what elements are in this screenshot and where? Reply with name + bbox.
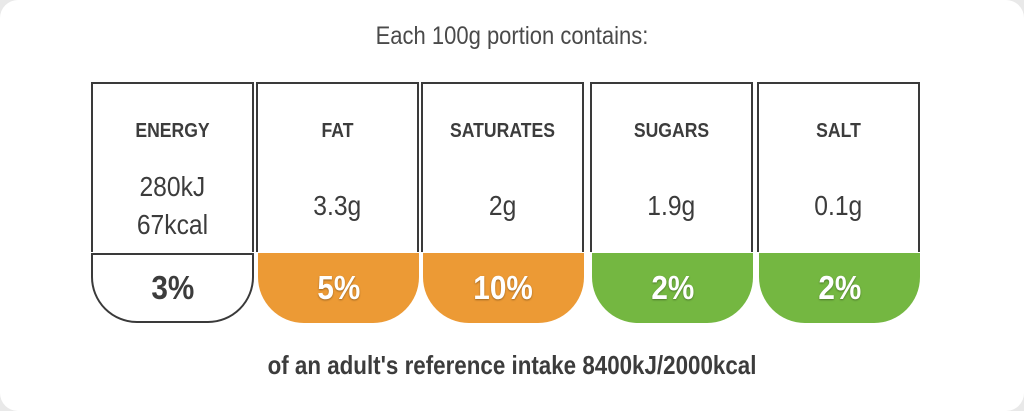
- percent-value: 3%: [151, 269, 194, 306]
- nutrient-value: 1.9g: [592, 170, 751, 242]
- nutrient-value: 2g: [423, 170, 582, 242]
- percent-value: 2%: [651, 269, 694, 306]
- nutrient-label: SUGARS: [633, 120, 710, 142]
- sugars-value: 1.9g: [647, 190, 696, 221]
- percent-badge-fat: 5%: [258, 253, 419, 323]
- nutrient-saturates: SATURATES 2g: [421, 82, 584, 252]
- percent-badge-saturates: 10%: [423, 253, 584, 323]
- energy-kcal: 67kcal: [136, 209, 209, 240]
- nutrient-salt: SALT 0.1g: [757, 82, 920, 252]
- reference-intake-note: of an adult's reference intake 8400kJ/20…: [267, 350, 757, 380]
- nutrient-fat: FAT 3.3g: [256, 82, 419, 252]
- nutrient-sugars: SUGARS 1.9g: [590, 82, 753, 252]
- fat-value: 3.3g: [313, 190, 362, 221]
- nutrient-value: 3.3g: [258, 170, 417, 242]
- nutrient-label: FAT: [321, 120, 354, 142]
- percent-badge-salt: 2%: [759, 253, 920, 323]
- percent-badge-sugars: 2%: [592, 253, 753, 323]
- saturates-value: 2g: [488, 190, 517, 221]
- nutrient-energy: ENERGY 280kJ 67kcal: [91, 82, 254, 252]
- percent-value: 5%: [317, 269, 360, 306]
- salt-value: 0.1g: [814, 190, 863, 221]
- percent-badge-energy: 3%: [91, 253, 254, 323]
- nutrient-value: 280kJ 67kcal: [93, 170, 252, 242]
- percent-value: 2%: [818, 269, 861, 306]
- nutrient-label: ENERGY: [135, 120, 210, 142]
- energy-kj: 280kJ: [139, 171, 206, 202]
- portion-heading: Each 100g portion contains:: [375, 22, 649, 50]
- nutrient-value: 0.1g: [759, 170, 918, 242]
- percent-value: 10%: [473, 269, 534, 306]
- nutrient-label: SALT: [816, 120, 861, 142]
- nutrient-label: SATURATES: [450, 120, 555, 142]
